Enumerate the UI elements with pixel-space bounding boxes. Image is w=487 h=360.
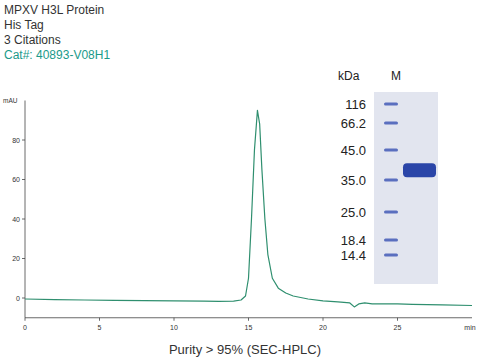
y-tick-label: 20: [12, 255, 20, 262]
citations: 3 Citations: [4, 33, 61, 47]
y-tick-label: 0: [16, 295, 20, 302]
figure: MPXV H3L ProteinHis Tag3 CitationsCat#: …: [0, 0, 487, 360]
x-tick-label: 5: [98, 324, 102, 331]
caption: Purity > 95% (SEC-HPLC): [169, 342, 321, 357]
marker-label: 45.0: [341, 143, 366, 158]
product-title: MPXV H3L Protein: [4, 3, 104, 17]
x-tick: [397, 318, 398, 321]
x-tick-label: 0: [23, 324, 27, 331]
gel-unit-label: kDa: [338, 69, 360, 83]
ladder-band: [384, 239, 398, 242]
lane-label: M: [391, 69, 401, 83]
y-tick-label: 60: [12, 176, 20, 183]
x-tick: [248, 318, 249, 321]
catalog-number: Cat#: 40893-V08H1: [4, 48, 110, 62]
sds-page-gel: kDa M 116 66.2 45.0 35.0 25.0 18.414.4: [338, 69, 438, 284]
x-tick-label: 15: [245, 324, 253, 331]
tag-label: His Tag: [4, 18, 44, 32]
y-tick: [22, 140, 25, 141]
y-tick: [22, 258, 25, 259]
x-tick: [323, 318, 324, 321]
y-tick-label: 40: [12, 216, 20, 223]
marker-label: 116: [345, 97, 366, 112]
y-axis: [25, 101, 26, 318]
ladder-band: [384, 149, 398, 152]
x-tick-label: 25: [394, 324, 402, 331]
x-tick: [174, 318, 175, 321]
ladder-band: [384, 103, 398, 106]
y-tick: [22, 298, 25, 299]
ladder-band: [384, 179, 398, 182]
y-axis-label: mAU: [3, 97, 18, 104]
x-tick-label: 10: [170, 324, 178, 331]
y-tick: [22, 179, 25, 180]
marker-label: 35.0: [341, 173, 366, 188]
marker-label: 14.4: [341, 248, 366, 263]
ladder-band: [384, 122, 398, 125]
gel-background: [374, 92, 438, 284]
x-tick: [99, 318, 100, 321]
ladder-band: [384, 211, 398, 214]
marker-label: 66.2: [341, 116, 366, 131]
y-tick-label: 80: [12, 137, 20, 144]
marker-label: 25.0: [341, 205, 366, 220]
marker-label: 18.4: [341, 233, 366, 248]
x-tick: [25, 318, 26, 321]
x-tick-label: 20: [319, 324, 327, 331]
x-axis-label: min: [464, 324, 475, 331]
y-tick: [22, 219, 25, 220]
protein-band: [403, 163, 436, 177]
ladder-band: [384, 254, 398, 257]
